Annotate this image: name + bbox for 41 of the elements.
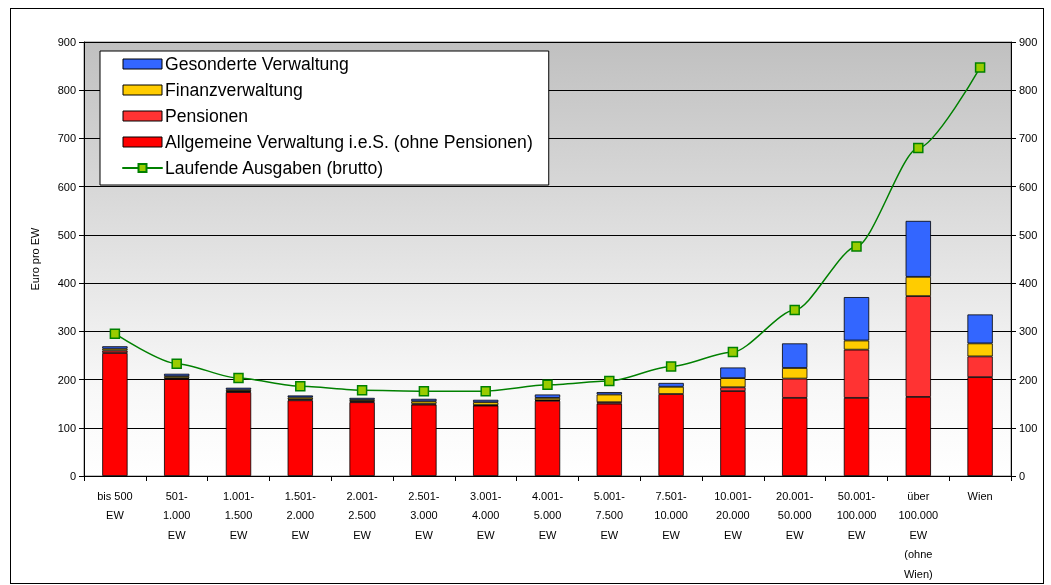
x-tick-label: 4.001-5.000 EW <box>531 489 564 541</box>
y2-tick-label: 900 <box>1019 36 1038 48</box>
y2-tick-label: 0 <box>1019 470 1026 482</box>
y-tick-label: 500 <box>57 228 76 241</box>
x-tick-label: 2.501-3.000 EW <box>408 489 440 541</box>
x-tick-label: bis 500 EW <box>97 489 133 522</box>
y2-tick-label: 500 <box>1019 228 1038 241</box>
y-tick-label: 900 <box>57 36 76 48</box>
x-tick-label: 1.501-2.000 EW <box>284 489 317 541</box>
x-tick-label: 2.001-2.500 EW <box>346 489 379 541</box>
x-tick-label: über 100.000 EW (ohne Wien) <box>898 489 939 580</box>
legend-label: Finanzverwaltung <box>165 80 303 100</box>
y-tick-label: 200 <box>57 373 76 386</box>
x-tick-label: 5.001-7.500 EW <box>593 489 626 541</box>
y-tick-label: 700 <box>57 132 76 145</box>
x-tick-label: 20.001-50.000 EW <box>776 489 814 541</box>
y-tick-label: 0 <box>69 470 76 482</box>
x-tick-label: 10.001-20.000 EW <box>714 489 752 541</box>
legend-label: Pensionen <box>165 106 249 126</box>
y2-tick-label: 800 <box>1019 84 1038 97</box>
y-tick-label: 600 <box>57 180 76 193</box>
x-tick-label: 50.001-100.000 EW <box>836 489 877 541</box>
y2-tick-label: 200 <box>1019 373 1038 386</box>
y2-tick-label: 300 <box>1019 325 1038 338</box>
x-tick-label: Wien <box>967 489 993 502</box>
y2-tick-label: 400 <box>1019 277 1038 290</box>
legend-label: Gesonderte Verwaltung <box>165 54 349 74</box>
y2-tick-label: 100 <box>1019 421 1038 434</box>
legend-label: Laufende Ausgaben (brutto) <box>165 158 384 178</box>
y-tick-label: 400 <box>57 277 76 290</box>
x-tick-label: 7.501-10.000 EW <box>654 489 688 541</box>
y-tick-label: 100 <box>57 421 76 434</box>
x-tick-label: 1.001-1.500 EW <box>222 489 255 541</box>
y2-tick-label: 600 <box>1019 180 1038 193</box>
x-tick-label: 501-1.000 EW <box>162 489 191 541</box>
y-axis-title: Euro pro EW <box>28 226 41 291</box>
y-tick-label: 300 <box>57 325 76 338</box>
x-tick-label: 3.001-4.000 EW <box>470 489 502 541</box>
y2-tick-label: 700 <box>1019 132 1038 145</box>
legend-label: Allgemeine Verwaltung i.e.S. (ohne Pensionen) <box>165 132 533 152</box>
y-tick-label: 800 <box>57 84 76 97</box>
